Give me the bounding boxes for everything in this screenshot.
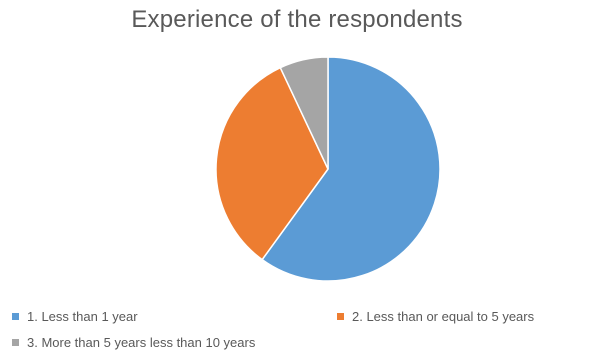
chart-title: Experience of the respondents (131, 6, 463, 33)
pie-slice-less-than-1-year (261, 56, 441, 282)
legend-item-5-to-10-years: 3. More than 5 years less than 10 years (12, 335, 255, 350)
pie-slice-less-than-or-equal-to-5-years (215, 66, 329, 261)
legend-item-less-than-or-equal-to-5-years: 2. Less than or equal to 5 years (337, 309, 534, 324)
legend-label: 1. Less than 1 year (27, 309, 138, 324)
legend-label: 3. More than 5 years less than 10 years (27, 335, 256, 350)
legend-label: 2. Less than or equal to 5 years (352, 309, 535, 324)
pie-slice-5-to-10-years (279, 56, 329, 170)
legend-swatch-blue (12, 313, 19, 320)
legend-swatch-orange (337, 313, 344, 320)
legend-item-less-than-1-year: 1. Less than 1 year (12, 309, 138, 324)
legend-swatch-gray (12, 339, 19, 346)
